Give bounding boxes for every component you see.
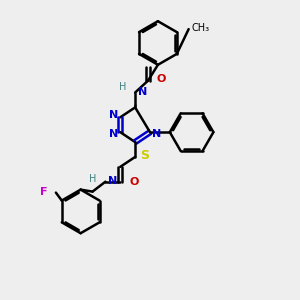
Text: O: O bbox=[129, 177, 139, 187]
Text: N: N bbox=[109, 129, 118, 139]
Text: H: H bbox=[89, 174, 97, 184]
Text: H: H bbox=[119, 82, 126, 92]
Text: N: N bbox=[152, 129, 162, 139]
Text: N: N bbox=[108, 176, 118, 186]
Text: O: O bbox=[157, 74, 166, 84]
Text: N: N bbox=[138, 86, 147, 97]
Text: N: N bbox=[109, 110, 118, 120]
Text: CH₃: CH₃ bbox=[192, 23, 210, 33]
Text: F: F bbox=[40, 187, 48, 196]
Text: S: S bbox=[140, 149, 149, 162]
